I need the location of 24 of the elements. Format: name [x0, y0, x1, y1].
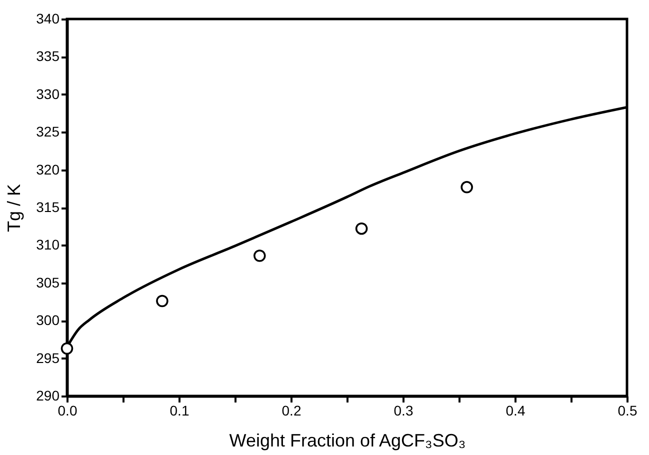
y-axis-title: Tg / K [4, 184, 24, 232]
x-tick-label: 0.4 [506, 402, 526, 418]
y-tick-label: 320 [36, 161, 60, 178]
y-tick-label: 330 [36, 86, 60, 102]
y-tick-label: 335 [36, 48, 60, 64]
point [156, 294, 168, 308]
y-tick-label: 310 [36, 236, 60, 253]
point [60, 342, 74, 355]
point [460, 181, 473, 194]
x-tick-label: 0.5 [618, 402, 638, 418]
y-tick-label: 300 [36, 312, 60, 328]
y-tick-label: 325 [36, 124, 60, 140]
y-tick-label: 340 [36, 10, 60, 26]
x-tick-label: 0.1 [170, 402, 190, 418]
y-tick-label: 295 [36, 350, 60, 366]
x-tick-label: 0.2 [282, 402, 302, 418]
y-tick-label: 315 [36, 199, 60, 215]
x-tick-label: 0.0 [58, 402, 78, 418]
point [253, 250, 266, 262]
x-axis-title: Weight Fraction of AgCF₃SO₃ [229, 430, 466, 450]
x-tick-label: 0.3 [394, 402, 414, 418]
y-tick-label: 290 [36, 388, 60, 404]
point [355, 222, 368, 235]
y-tick-label: 305 [36, 274, 60, 290]
